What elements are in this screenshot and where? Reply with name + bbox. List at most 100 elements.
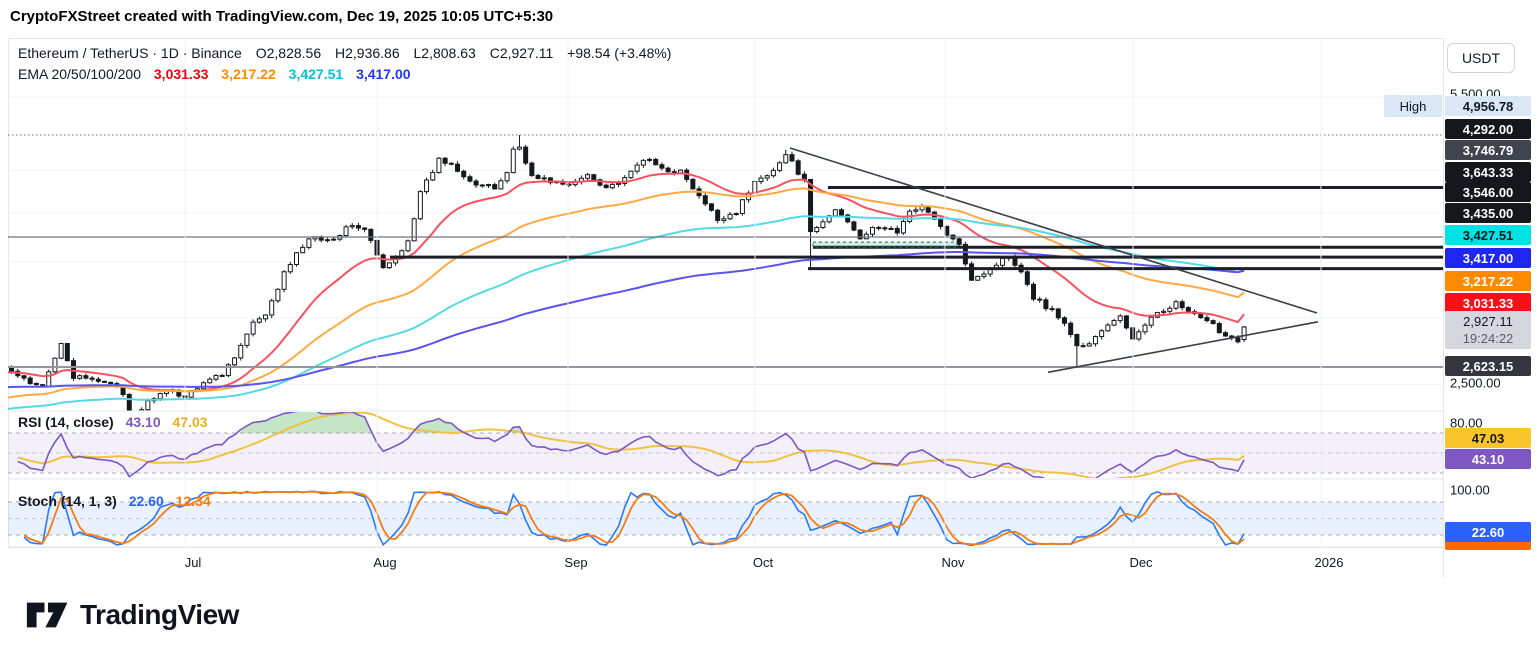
candle-up xyxy=(145,400,151,411)
candle-up xyxy=(238,344,244,359)
candle-up xyxy=(585,174,591,179)
currency-label: USDT xyxy=(1461,50,1501,66)
price-scale[interactable]: 5,500.00 2,500.00 4,956.78 4,292.00 3,746.79… xyxy=(1443,38,1536,578)
candle-down xyxy=(938,218,944,227)
ema200-line xyxy=(8,251,1245,389)
time-axis-label: 2026 xyxy=(1314,555,1344,570)
candle-up xyxy=(1161,310,1167,314)
rsi-ma-value: 47.03 xyxy=(172,414,208,430)
candle-up xyxy=(1111,320,1117,326)
candle-down xyxy=(448,162,454,165)
candle-down xyxy=(126,394,132,411)
candle-up xyxy=(647,158,653,161)
supply-zone xyxy=(812,241,958,248)
candle-up xyxy=(764,175,770,179)
level-badge: 4,292.00 xyxy=(1445,119,1531,139)
candle-up xyxy=(1099,330,1105,338)
level-badge: 3,643.33 xyxy=(1445,162,1531,182)
currency-button[interactable]: USDT xyxy=(1447,43,1515,73)
candle-down xyxy=(473,180,479,186)
candle-up xyxy=(1148,316,1154,326)
candle-down xyxy=(71,360,77,379)
stoch-scale-top: 100.00 xyxy=(1450,482,1490,498)
stoch-k-value: 22.60 xyxy=(128,493,164,509)
candle-down xyxy=(1061,317,1067,324)
candle-up xyxy=(232,357,238,366)
descending-trendline xyxy=(789,147,1318,314)
support-badge: 2,623.15 xyxy=(1445,356,1531,376)
current-price: 2,927.11 xyxy=(1463,314,1513,329)
ema100-line xyxy=(8,215,1245,410)
candle-down xyxy=(845,214,851,223)
tradingview-wordmark: TradingView xyxy=(80,599,239,630)
candle-down xyxy=(219,374,225,377)
candle-down xyxy=(857,229,863,240)
candle-up xyxy=(541,177,547,180)
rsi-scale-top: 80.00 xyxy=(1450,415,1483,431)
bar-countdown: 19:24:22 xyxy=(1462,331,1514,346)
candle-up xyxy=(349,225,355,228)
candle-up xyxy=(275,288,281,302)
candle-up xyxy=(758,177,764,183)
candle-down xyxy=(1068,322,1074,335)
candle-up xyxy=(256,318,262,323)
candle-up xyxy=(869,226,875,235)
high-label-text: High xyxy=(1399,98,1427,114)
candle-up xyxy=(225,364,231,377)
rsi-legend: RSI (14, close) 43.10 47.03 xyxy=(18,414,208,430)
candle-down xyxy=(876,226,882,229)
candle-up xyxy=(324,239,330,242)
ema50-value: 3,217.22 xyxy=(221,66,276,82)
ema-legend: EMA 20/50/100/200 3,031.33 3,217.22 3,42… xyxy=(18,66,420,82)
stoch-k-badge: 22.60 xyxy=(1445,522,1531,542)
candle-down xyxy=(467,176,473,182)
candle-up xyxy=(269,300,275,316)
candle-down xyxy=(882,227,888,230)
candle-down xyxy=(1223,332,1229,337)
candle-up xyxy=(417,191,423,220)
candle-up xyxy=(733,213,739,216)
time-axis-label: Nov xyxy=(941,555,965,570)
candle-down xyxy=(442,157,448,164)
candle-down xyxy=(492,184,498,190)
candle-down xyxy=(95,378,101,382)
candle-down xyxy=(956,238,962,245)
candle-down xyxy=(1210,320,1216,325)
candle-up xyxy=(1173,301,1179,309)
rsi-badge: 43.10 xyxy=(1445,449,1531,469)
time-axis-label: Jul xyxy=(184,555,202,570)
candle-down xyxy=(368,228,374,241)
candle-down xyxy=(795,160,801,175)
ohlc-close: C2,927.11 xyxy=(489,45,554,61)
candle-down xyxy=(659,164,665,169)
time-axis-label: Sep xyxy=(564,555,588,570)
ohlc-open: O2,828.56 xyxy=(255,45,322,61)
candle-up xyxy=(832,209,838,217)
candle-up xyxy=(281,271,287,290)
candle-up xyxy=(405,240,411,252)
ema-badge: 3,031.33 xyxy=(1445,293,1531,313)
candle-down xyxy=(665,167,671,173)
candle-down xyxy=(839,209,845,216)
candle-up xyxy=(634,164,640,172)
candle-down xyxy=(690,178,696,190)
candle-up xyxy=(300,246,306,254)
candle-down xyxy=(603,184,609,189)
candle-up xyxy=(139,409,145,411)
chart-canvas[interactable] xyxy=(8,38,1443,578)
ema-badge: 3,217.22 xyxy=(1445,271,1531,291)
time-axis[interactable]: Jul Aug Sep Oct Nov Dec 2026 xyxy=(8,547,1443,578)
candle-up xyxy=(1136,331,1142,340)
time-axis-label: Aug xyxy=(373,555,397,570)
candle-down xyxy=(1037,298,1043,301)
candle-down xyxy=(1216,323,1222,334)
candle-down xyxy=(362,227,368,230)
candle-up xyxy=(263,314,269,320)
stoch-d-line xyxy=(23,490,1245,546)
candle-up xyxy=(1092,336,1098,345)
tradingview-logo[interactable]: TradingView xyxy=(26,598,239,632)
candle-up xyxy=(46,371,52,387)
candle-up xyxy=(727,213,733,220)
candle-up xyxy=(783,154,789,164)
candle-up xyxy=(424,179,430,193)
